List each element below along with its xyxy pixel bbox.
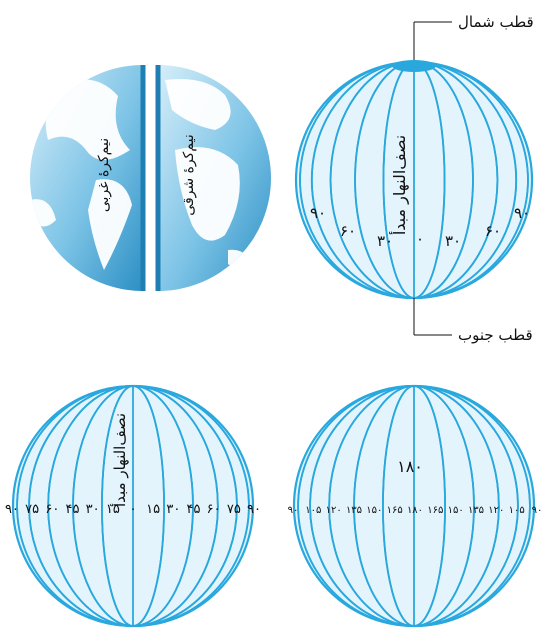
north-pole-cap: [392, 60, 436, 72]
equator-degree-label: ۱۳۵: [468, 505, 484, 516]
equator-degree-label: ۴۵: [187, 502, 201, 517]
equator-degree-label: ۱۵: [106, 502, 120, 517]
equator-degree-label: ۱۲۰: [326, 505, 342, 516]
meridian-globe-top: [294, 60, 534, 300]
prime-meridian-label-top: نصف‌النهار مبدأ: [389, 135, 410, 235]
equator-degree-label: ۹۰: [532, 505, 543, 516]
equator-degree-label: ۱۶۵: [387, 505, 403, 516]
equator-degree-label: ۷۵: [25, 502, 39, 517]
eastern-hemisphere-label: نیم‌کرهٔ شرقی: [181, 134, 197, 215]
eastern-hemisphere-half: نیم‌کرهٔ شرقی: [155, 65, 271, 291]
equator-degree-label: ۴۵: [66, 502, 80, 517]
equator-degree-label: ۱۵۰: [448, 505, 464, 516]
meridian-label: ۹۰: [310, 204, 326, 222]
prime-meridian-label-bottom: نصف‌النهار مبدأ: [110, 413, 129, 507]
equator-degree-label: ۱۲۰: [488, 505, 504, 516]
equator-degree-label: ۶۰: [45, 502, 59, 517]
equator-degree-label: ۱۵: [146, 502, 160, 517]
equator-degree-label: ۱۰۵: [509, 505, 525, 516]
meridian-label: ۶۰: [340, 222, 356, 240]
meridian-line: [16, 385, 250, 627]
equator-degree-label: ۹۰: [247, 502, 261, 517]
equator-degree-label: ۱۸۰: [407, 505, 423, 516]
north-pole-label: قطب شمال: [458, 13, 534, 31]
meridian-label: ۶۰: [485, 222, 501, 240]
meridian-label: ۹۰: [514, 204, 530, 222]
south-pole-label: قطب جنوب: [458, 326, 533, 344]
meridian-label: ۳۰: [377, 232, 393, 250]
equator-degree-label: ۱۵۰: [366, 505, 382, 516]
meridian-globe-bottom-right: [292, 384, 536, 628]
equator-labels-bottom-left: ۹۰ ۷۵ ۶۰ ۴۵ ۳۰ ۱۵ ۰ ۱۵ ۳۰ ۴۵ ۶۰ ۷۵ ۹۰: [5, 502, 261, 517]
equator-degree-label: ۷۵: [227, 502, 241, 517]
equator-degree-label: ۳۰: [86, 502, 100, 517]
equator-degree-label: ۳۰: [166, 502, 180, 517]
meridian-line: [297, 385, 531, 627]
equator-degree-label: ۹۰: [288, 505, 299, 516]
meridian-label: ۳۰: [445, 232, 461, 250]
equator-degree-label: ۱۰۵: [305, 505, 321, 516]
equator-degree-label: ۶۰: [207, 502, 221, 517]
equator-degree-label: ۰: [130, 502, 137, 517]
equator-degree-label: ۹۰: [5, 502, 19, 517]
top-meridian-label: ۱۸۰: [397, 457, 423, 476]
equator-degree-label: ۱۳۵: [346, 505, 362, 516]
western-hemisphere-half: نیم‌کرهٔ غربی: [30, 65, 146, 291]
meridian-globe-bottom-left: [11, 384, 255, 628]
equator-labels-bottom-right: ۹۰ ۱۰۵ ۱۲۰ ۱۳۵ ۱۵۰ ۱۶۵ ۱۸۰ ۱۶۵ ۱۵۰ ۱۳۵ ۱۲۰ ۱۰۵ ۹۰: [288, 505, 543, 516]
equator-degree-label: ۱۶۵: [427, 505, 443, 516]
western-hemisphere-label: نیم‌کرهٔ غربی: [96, 138, 112, 212]
meridian-label: ۰: [416, 230, 424, 248]
